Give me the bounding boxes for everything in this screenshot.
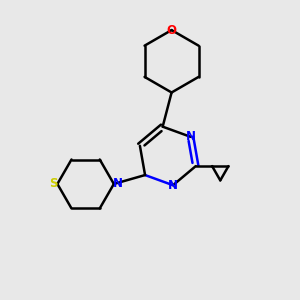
Text: N: N [168, 179, 178, 192]
Text: N: N [113, 178, 123, 190]
Text: O: O [167, 24, 177, 37]
Text: S: S [49, 178, 57, 190]
Text: N: N [186, 130, 196, 143]
